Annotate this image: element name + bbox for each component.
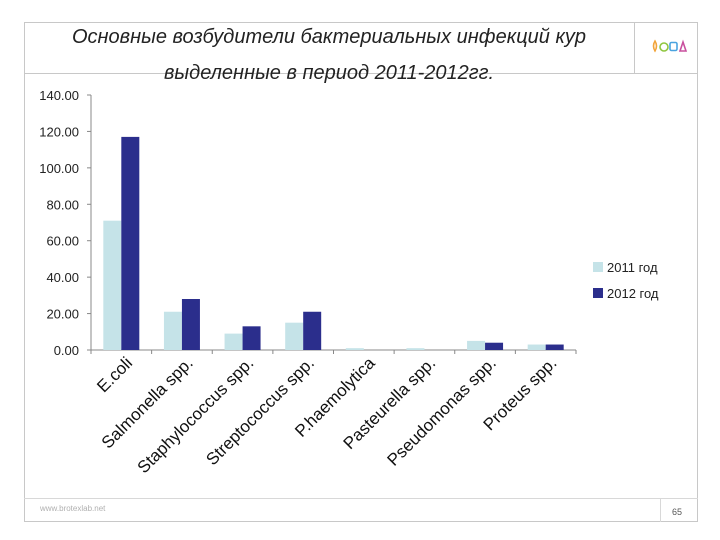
bar-2011 xyxy=(345,348,364,350)
legend-label: 2011 год xyxy=(607,260,658,275)
logo-triangle-shape xyxy=(678,39,687,52)
slide-title-line-2: выделенные в период 2011-2012гг. xyxy=(163,62,495,84)
legend-swatch xyxy=(593,288,603,298)
bar-2011 xyxy=(527,344,546,350)
footer-url: www.brotexlab.net xyxy=(40,504,106,513)
header-separator xyxy=(634,22,635,74)
logo-circle-shape xyxy=(659,42,669,52)
logo-drop-shape xyxy=(652,39,658,53)
header-divider xyxy=(24,73,698,74)
logo-square-shape xyxy=(669,41,678,52)
slide-frame xyxy=(24,22,698,522)
page-number: 65 xyxy=(672,507,683,517)
y-tick-label: 60.00 xyxy=(46,234,79,249)
x-category-label: Pseudomonas spp. xyxy=(384,353,500,469)
slide-title-line-1: Основные возбудители бактериальных инфек… xyxy=(71,26,587,48)
y-tick-label: 80.00 xyxy=(46,197,79,212)
bar-2012 xyxy=(181,299,200,350)
bar-2011 xyxy=(406,348,425,350)
bar-2011 xyxy=(467,340,486,350)
legend-label: 2012 год xyxy=(607,286,659,301)
y-tick-label: 40.00 xyxy=(46,270,79,285)
footer-divider xyxy=(24,498,698,499)
y-tick-label: 120.00 xyxy=(39,124,79,139)
y-tick-label: 100.00 xyxy=(39,161,79,176)
x-category-label: E.coli xyxy=(93,353,136,396)
bar-2012 xyxy=(545,344,564,350)
bar-2011 xyxy=(103,220,122,350)
legend-swatch xyxy=(593,262,603,272)
y-tick-label: 20.00 xyxy=(46,307,79,322)
y-tick-label: 140.00 xyxy=(39,88,79,103)
footer-separator xyxy=(660,498,661,522)
bar-2012 xyxy=(303,311,322,350)
bar-2011 xyxy=(163,311,182,350)
bar-2012 xyxy=(242,326,261,350)
bar-2012 xyxy=(485,342,504,350)
bar-2012 xyxy=(121,136,140,350)
x-category-label: Streptococcus spp. xyxy=(202,353,318,469)
y-tick-label: 0.00 xyxy=(54,343,79,358)
logo-icon xyxy=(652,39,687,53)
bar-2011 xyxy=(224,333,243,350)
x-category-label: Staphylococcus spp. xyxy=(134,353,258,477)
bar-2011 xyxy=(285,322,304,350)
